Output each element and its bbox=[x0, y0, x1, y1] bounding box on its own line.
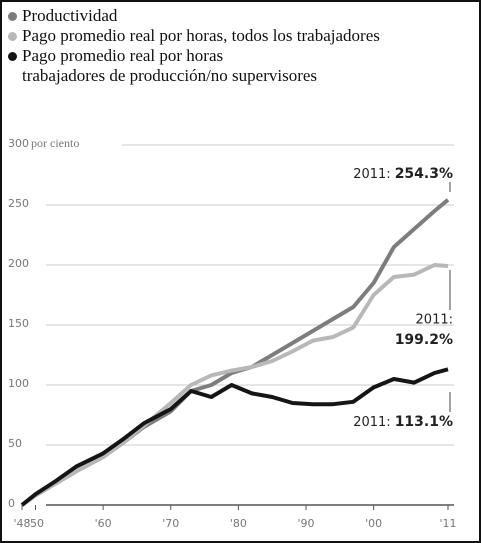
legend-label: Pago promedio real por horas trabajadore… bbox=[22, 46, 318, 85]
legend-item: Pago promedio real por horas, todos los … bbox=[8, 26, 380, 46]
legend-label: Productividad bbox=[22, 6, 118, 25]
series-line bbox=[20, 198, 450, 507]
annotation-label: 2011: bbox=[353, 167, 390, 182]
y-tick-label: 300 bbox=[8, 137, 29, 150]
y-tick-label: 100 bbox=[8, 377, 29, 390]
x-tick-label: '80 bbox=[230, 517, 247, 530]
y-tick-label: 250 bbox=[8, 197, 29, 210]
x-tick-label: '70 bbox=[162, 517, 179, 530]
y-tick-label: 50 bbox=[8, 437, 22, 450]
series-line bbox=[20, 367, 449, 507]
x-tick-label: '11 bbox=[439, 517, 456, 530]
x-tick-label: '00 bbox=[365, 517, 382, 530]
series-line bbox=[20, 263, 449, 507]
y-tick-label: 150 bbox=[8, 317, 29, 330]
legend-item: Productividad bbox=[8, 6, 380, 26]
legend: Productividad Pago promedio real por hora… bbox=[8, 6, 380, 86]
annotation-value: 113.1% bbox=[395, 414, 453, 430]
y-tick-label: 200 bbox=[8, 257, 29, 270]
annotation: 2011: 113.1% bbox=[353, 414, 453, 430]
annotation-label: 2011: bbox=[353, 415, 390, 430]
legend-swatch bbox=[8, 52, 17, 61]
y-axis-label: por ciento bbox=[31, 136, 79, 150]
x-tick-label: '50 bbox=[27, 517, 44, 530]
annotation-value: 199.2% bbox=[395, 332, 453, 348]
y-tick-label: 0 bbox=[8, 497, 15, 510]
legend-swatch bbox=[8, 32, 17, 41]
x-tick-label: '90 bbox=[297, 517, 314, 530]
annotation: 2011: 254.3% bbox=[353, 166, 453, 182]
annotation-label: 2011: bbox=[416, 313, 453, 328]
legend-swatch bbox=[8, 12, 17, 21]
x-tick-label: '60 bbox=[95, 517, 112, 530]
annotation-value: 254.3% bbox=[395, 166, 453, 182]
legend-label: Pago promedio real por horas, todos los … bbox=[22, 26, 380, 45]
legend-item: Pago promedio real por horas trabajadore… bbox=[8, 46, 380, 86]
x-tick-label: '48 bbox=[13, 517, 30, 530]
